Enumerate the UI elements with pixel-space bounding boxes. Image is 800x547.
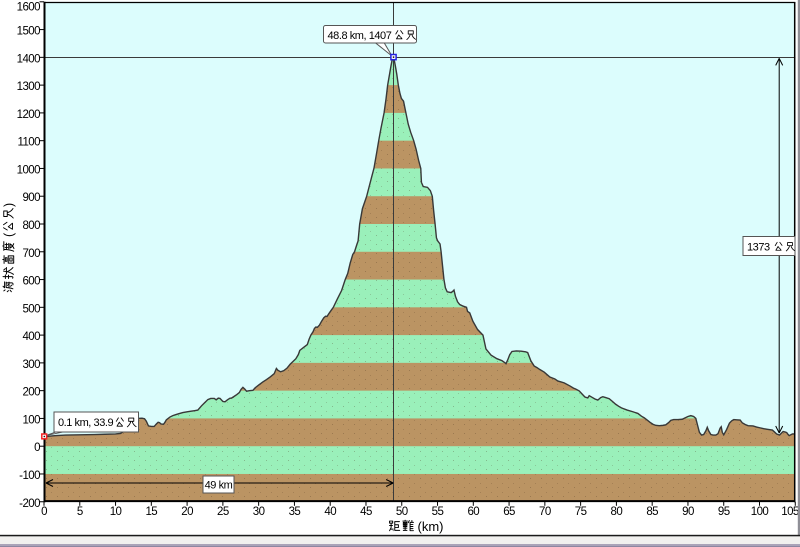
svg-text:(: ( bbox=[2, 232, 16, 237]
svg-text:): ) bbox=[2, 203, 16, 207]
svg-text:55: 55 bbox=[432, 506, 444, 518]
svg-text:(km): (km) bbox=[418, 519, 444, 534]
svg-text:500: 500 bbox=[22, 303, 40, 315]
svg-text:0.1 km, 33.9: 0.1 km, 33.9 bbox=[58, 417, 113, 429]
svg-text:95: 95 bbox=[718, 506, 730, 518]
svg-text:1373: 1373 bbox=[747, 242, 770, 254]
svg-text:-100: -100 bbox=[19, 470, 40, 482]
svg-text:1600: 1600 bbox=[17, 1, 41, 13]
svg-text:48.8 km, 1407: 48.8 km, 1407 bbox=[328, 30, 392, 42]
svg-text:400: 400 bbox=[22, 331, 40, 343]
svg-text:1500: 1500 bbox=[17, 26, 41, 38]
svg-text:1100: 1100 bbox=[17, 137, 40, 149]
svg-text:200: 200 bbox=[22, 387, 40, 399]
svg-text:80: 80 bbox=[611, 506, 623, 518]
svg-text:65: 65 bbox=[503, 506, 515, 518]
svg-text:-200: -200 bbox=[19, 498, 40, 510]
svg-text:49 km: 49 km bbox=[205, 480, 233, 492]
svg-text:1200: 1200 bbox=[17, 109, 41, 121]
svg-text:90: 90 bbox=[682, 506, 694, 518]
svg-text:105: 105 bbox=[781, 506, 799, 518]
svg-text:75: 75 bbox=[575, 506, 587, 518]
svg-text:25: 25 bbox=[217, 506, 229, 518]
svg-text:70: 70 bbox=[539, 506, 551, 518]
svg-text:100: 100 bbox=[751, 506, 769, 518]
svg-text:800: 800 bbox=[22, 220, 40, 232]
svg-text:15: 15 bbox=[145, 506, 157, 518]
svg-text:10: 10 bbox=[110, 506, 122, 518]
svg-text:700: 700 bbox=[22, 248, 40, 260]
svg-text:40: 40 bbox=[324, 506, 336, 518]
svg-text:5: 5 bbox=[77, 506, 83, 518]
svg-text:50: 50 bbox=[396, 506, 408, 518]
svg-text:600: 600 bbox=[22, 276, 40, 288]
svg-text:20: 20 bbox=[181, 506, 193, 518]
svg-text:300: 300 bbox=[22, 359, 40, 371]
svg-text:45: 45 bbox=[360, 506, 372, 518]
svg-text:0: 0 bbox=[34, 442, 40, 454]
svg-text:1300: 1300 bbox=[17, 81, 41, 93]
svg-text:0: 0 bbox=[41, 506, 47, 518]
svg-text:1400: 1400 bbox=[17, 53, 41, 65]
svg-text:60: 60 bbox=[467, 506, 479, 518]
svg-text:100: 100 bbox=[22, 414, 40, 426]
svg-text:1000: 1000 bbox=[17, 164, 41, 176]
svg-text:900: 900 bbox=[22, 192, 40, 204]
svg-text:35: 35 bbox=[289, 506, 301, 518]
svg-text:85: 85 bbox=[646, 506, 658, 518]
svg-text:30: 30 bbox=[253, 506, 265, 518]
